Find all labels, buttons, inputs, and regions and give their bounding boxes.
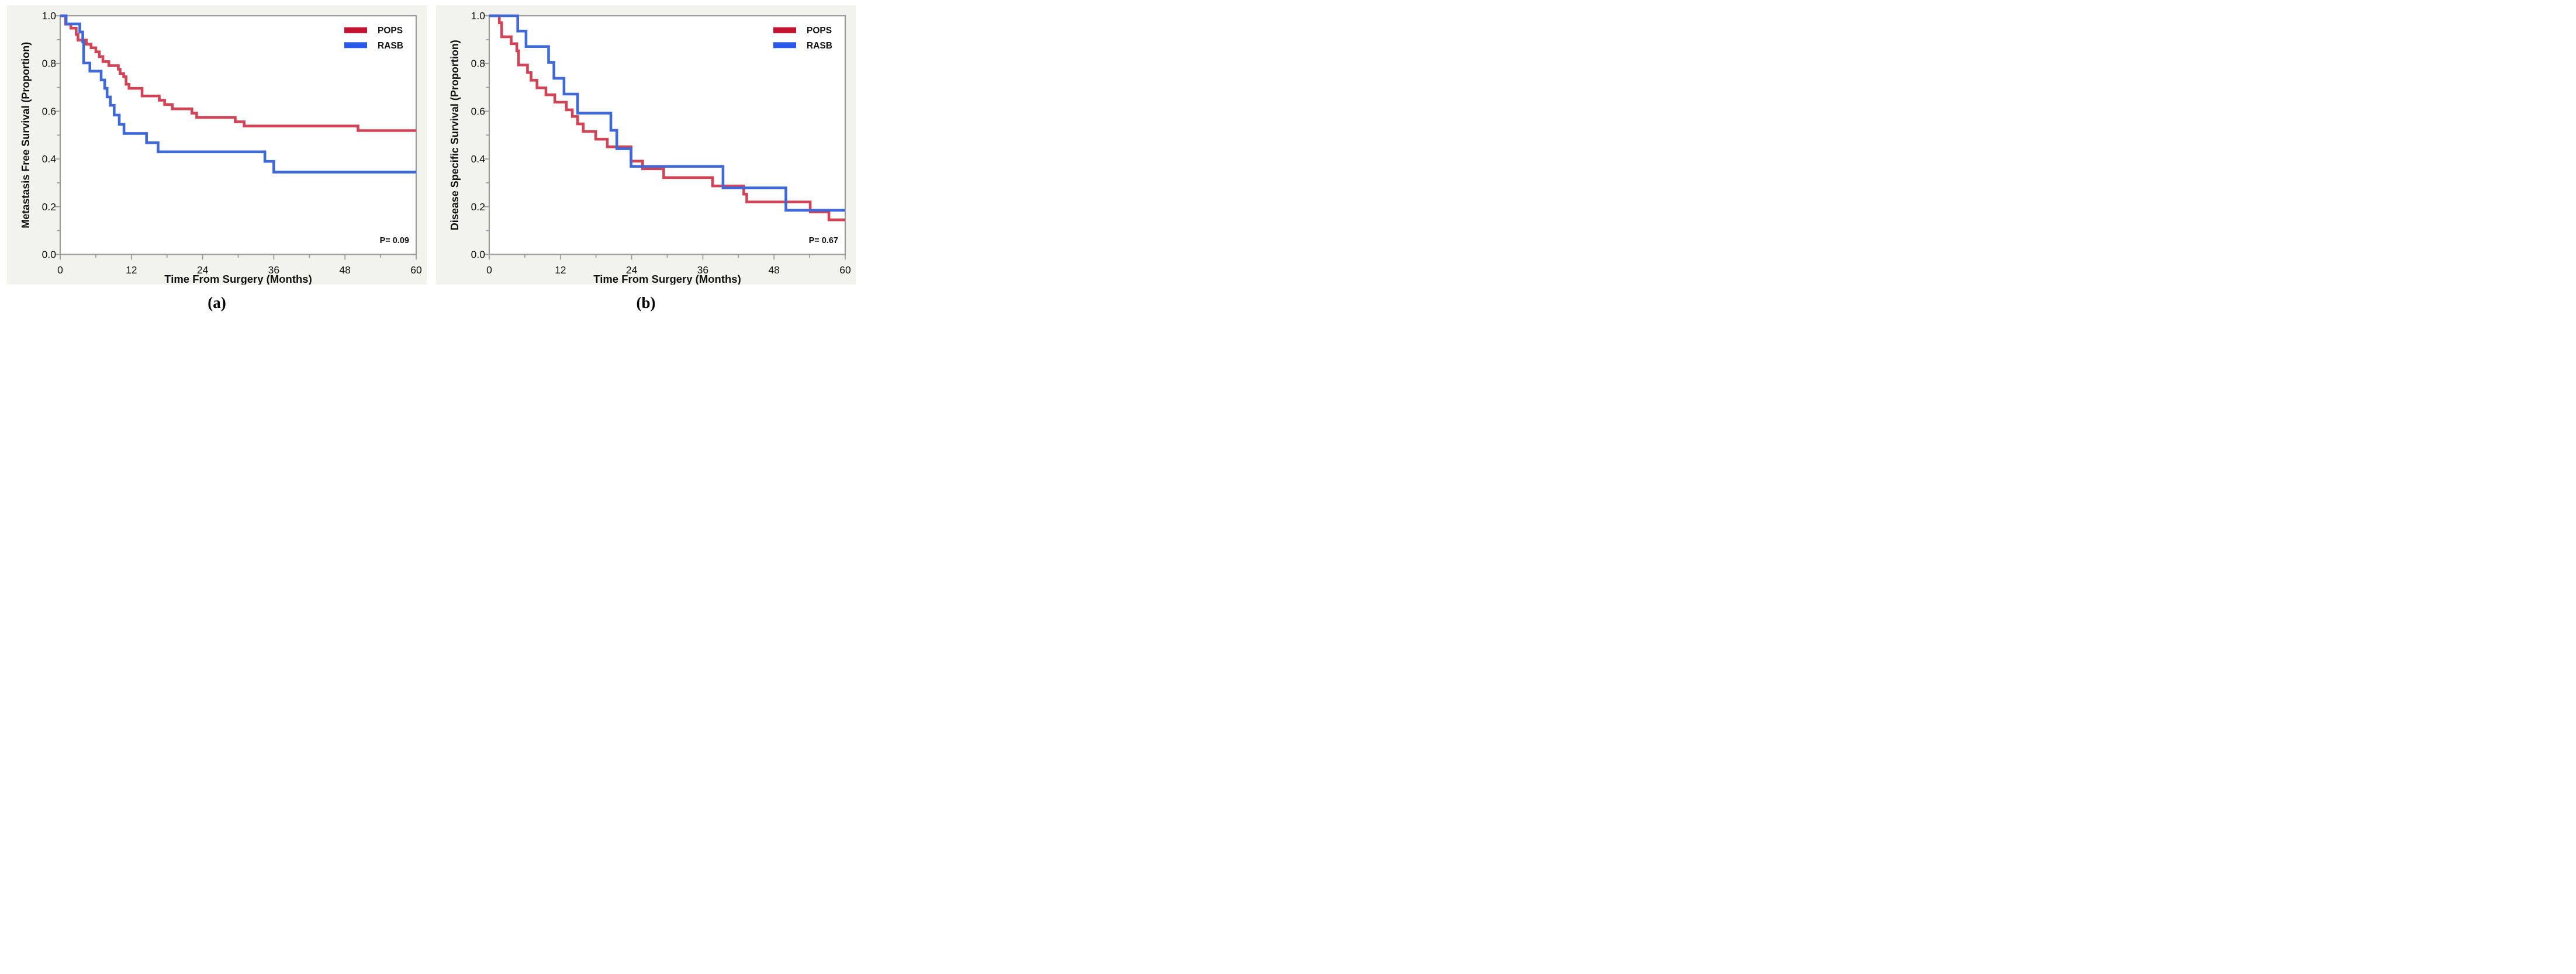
caption-row: (a) (b)	[0, 294, 859, 312]
survival-curve-rasb	[489, 14, 845, 212]
x-tick-label: 0	[57, 264, 63, 276]
y-tick-label: 0.4	[471, 153, 486, 165]
panel-a-chart: 0 12 24 36 48 60 0.0 0.2 0.4 0.6 0.8 1.0 Time From S…	[20, 10, 422, 285]
y-axis-title: Disease Specific Survival (Proportion)	[449, 40, 461, 230]
survival-figure: 0 12 24 36 48 60 0.0 0.2 0.4 0.6 0.8 1.0 Time From S…	[0, 0, 859, 346]
plot-frame	[59, 15, 417, 255]
y-tick-label: 1.0	[42, 10, 57, 22]
y-tick-label: 0.0	[471, 249, 486, 261]
panel-a-card: 0 12 24 36 48 60 0.0 0.2 0.4 0.6 0.8 1.0 Time From S…	[7, 5, 427, 285]
x-tick-label: 36	[697, 264, 708, 276]
p-value-annotation: P= 0.09	[380, 236, 409, 245]
legend-label-rasb: RASB	[807, 41, 832, 51]
x-tick-label: 48	[339, 264, 350, 276]
y-axis-title: Metastasis Free Survival (Proportion)	[20, 42, 32, 228]
legend-swatch-pops	[344, 27, 367, 33]
legend-label-pops: POPS	[807, 26, 832, 36]
legend-swatch-rasb	[773, 42, 796, 48]
legend-swatch-rasb	[344, 42, 367, 48]
x-tick-label: 60	[839, 264, 851, 276]
x-tick-label: 12	[555, 264, 566, 276]
y-tick-label: 0.6	[42, 105, 56, 117]
panel-b-card: 0 12 24 36 48 60 0.0 0.2 0.4 0.6 0.8 1.0 Time From S…	[436, 5, 856, 285]
legend-label-rasb: RASB	[378, 41, 403, 51]
y-tick-label: 0.6	[471, 105, 485, 117]
x-tick-label: 48	[768, 264, 779, 276]
plot-area	[489, 16, 845, 255]
legend-label-pops: POPS	[378, 26, 403, 36]
caption-panel-b: (b)	[636, 294, 656, 311]
panel-b-chart: 0 12 24 36 48 60 0.0 0.2 0.4 0.6 0.8 1.0 Time From S…	[449, 10, 851, 285]
x-axis-title: Time From Surgery (Months)	[593, 273, 741, 285]
p-value-annotation: P= 0.67	[809, 236, 838, 245]
x-tick-label: 60	[410, 264, 422, 276]
y-tick-label: 0.0	[42, 249, 57, 261]
caption-panel-a: (a)	[208, 294, 226, 311]
survival-curve-rasb	[60, 14, 416, 174]
x-tick-label: 24	[197, 264, 209, 276]
y-tick-label: 0.2	[471, 201, 485, 213]
y-tick-label: 0.8	[42, 58, 56, 70]
survival-curve-pops	[60, 14, 416, 132]
y-tick-label: 1.0	[471, 10, 486, 22]
y-tick-label: 0.4	[42, 153, 57, 165]
x-tick-label: 12	[126, 264, 137, 276]
survival-curve-pops	[489, 14, 845, 221]
x-tick-label: 24	[626, 264, 638, 276]
panel-row: 0 12 24 36 48 60 0.0 0.2 0.4 0.6 0.8 1.0 Time From S…	[0, 0, 859, 285]
x-tick-label: 0	[486, 264, 492, 276]
legend-swatch-pops	[773, 27, 796, 33]
y-tick-label: 0.2	[42, 201, 56, 213]
y-tick-label: 0.8	[471, 58, 485, 70]
x-axis-title: Time From Surgery (Months)	[164, 273, 312, 285]
plot-frame	[488, 15, 846, 255]
x-tick-label: 36	[268, 264, 279, 276]
plot-area	[60, 16, 416, 255]
